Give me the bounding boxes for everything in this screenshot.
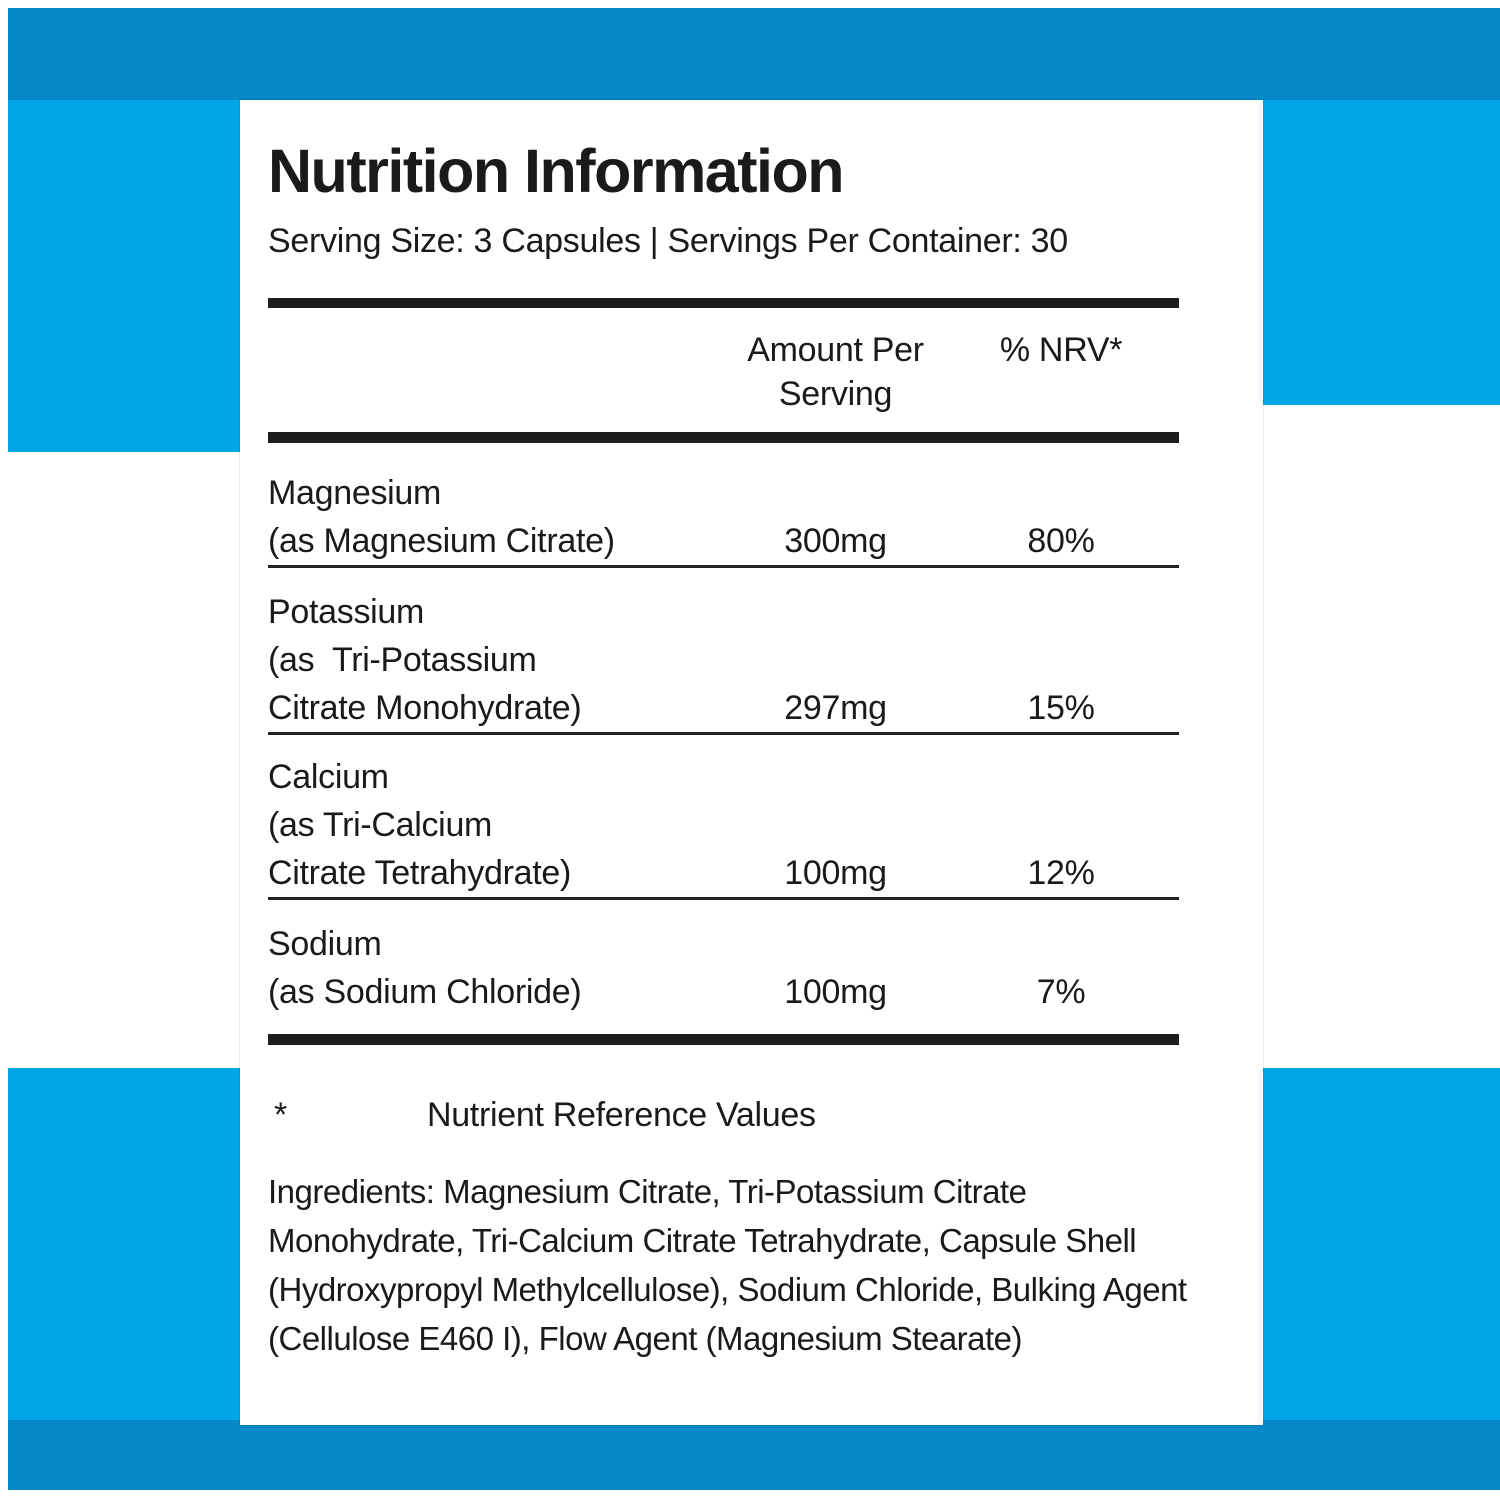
amount-value: 300mg [784,521,887,560]
nutrient-name: Sodium [268,924,382,963]
upper-left-blue-block [8,100,240,452]
nutrient-detail: (as Magnesium Citrate) [268,521,615,560]
upper-right-blue-block [1263,100,1500,405]
nutrient-name: Calcium [268,757,389,796]
table-row-calcium: Calcium (as Tri-Calcium Citrate Tetrahyd… [268,735,1179,900]
nutrient-name: Potassium [268,592,425,631]
nutrient-cell: Potassium (as Tri-Potassium Citrate Mono… [268,588,728,732]
nutrient-cell: Sodium (as Sodium Chloride) [268,920,728,1016]
top-blue-band [8,8,1500,100]
ingredients-text: Ingredients: Magnesium Citrate, Tri-Pota… [268,1172,1187,1357]
nrv-value: 80% [1027,521,1095,560]
nrv-footnote: * Nutrient Reference Values [268,1093,1179,1137]
nutrient-detail: (as Tri-Calcium [268,805,493,844]
table-row-sodium: Sodium (as Sodium Chloride) 100mg 7% [268,900,1179,1016]
bottom-blue-band [8,1420,1500,1490]
table-header-row: Amount Per Serving % NRV* [268,308,1179,432]
amount-value: 100mg [784,972,887,1011]
divider-thick-bottom [268,1033,1179,1045]
panel-title: Nutrition Information [268,137,845,205]
nutrient-cell: Magnesium (as Magnesium Citrate) [268,469,728,565]
amount-value: 100mg [784,853,887,892]
nutrient-detail: Citrate Monohydrate) [268,688,582,727]
divider-thick-header [268,431,1179,443]
column-header-amount: Amount Per Serving [747,330,924,413]
footnote-text: Nutrient Reference Values [426,1095,816,1134]
column-header-nrv: % NRV* [999,330,1123,369]
lower-left-blue-block [8,1068,240,1420]
nutrient-detail: (as Tri-Potassium [268,640,537,679]
nrv-value: 15% [1027,688,1095,727]
nutrient-name: Magnesium [268,473,442,512]
lower-right-blue-block [1263,1068,1500,1420]
nutrient-detail: (as Sodium Chloride) [268,972,582,1011]
asterisk-symbol: * [274,1095,287,1134]
amount-value: 297mg [784,688,887,727]
divider-thick-top [268,297,1179,308]
table-row-potassium: Potassium (as Tri-Potassium Citrate Mono… [268,568,1179,735]
table-row-magnesium: Magnesium (as Magnesium Citrate) 300mg 8… [268,443,1179,568]
nutrient-cell: Calcium (as Tri-Calcium Citrate Tetrahyd… [268,753,728,897]
serving-info: Serving Size: 3 Capsules | Servings Per … [268,222,1068,261]
nutrition-panel: Nutrition Information Serving Size: 3 Ca… [240,100,1263,1425]
nutrient-detail: Citrate Tetrahydrate) [268,853,571,892]
nrv-value: 7% [1036,972,1086,1011]
nrv-value: 12% [1027,853,1095,892]
